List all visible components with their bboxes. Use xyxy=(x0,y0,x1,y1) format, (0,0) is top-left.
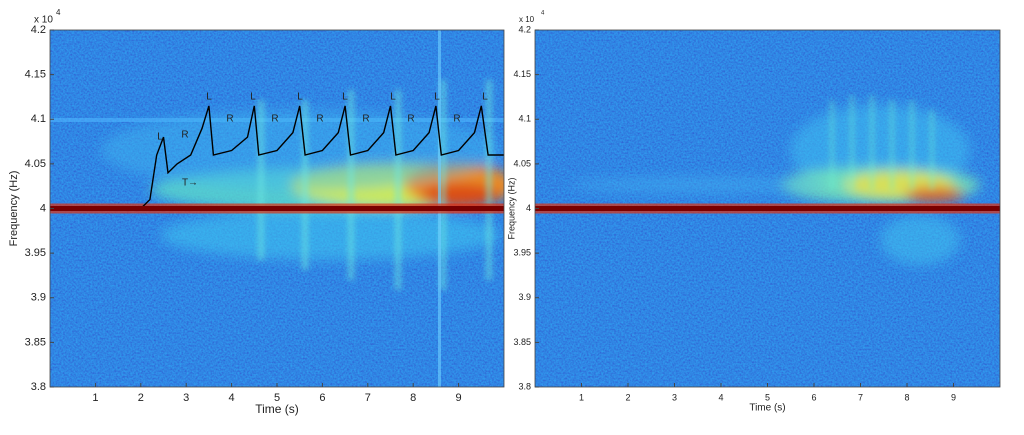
annotation: R xyxy=(362,114,369,125)
x-axis-label: Time (s) xyxy=(255,402,299,416)
annotation: L xyxy=(482,92,488,103)
annotation: R xyxy=(407,114,414,125)
y-tick-label: 4.1 xyxy=(31,113,46,125)
x-axis-label: Time (s) xyxy=(749,403,785,414)
x-tick-label: 5 xyxy=(274,392,280,404)
y-exponent-base: x 10 xyxy=(34,15,53,26)
y-tick-label: 4.05 xyxy=(25,158,46,170)
x-tick-label: 4 xyxy=(229,392,235,404)
x-tick-label: 6 xyxy=(319,392,325,404)
y-tick-label: 4.15 xyxy=(513,69,531,79)
y-tick-label: 3.8 xyxy=(31,381,46,393)
annotation: R xyxy=(226,114,233,125)
y-tick-label: 3.95 xyxy=(25,247,46,259)
y-exponent-base: x 10 xyxy=(519,15,535,24)
x-tick-label: 2 xyxy=(138,392,144,404)
y-exponent: 4 xyxy=(541,11,545,17)
x-tick-label: 3 xyxy=(672,392,677,402)
annotation: L xyxy=(206,92,212,103)
y-tick-label: 4 xyxy=(526,203,531,213)
y-tick-label: 4.2 xyxy=(31,24,46,36)
y-tick-label: 3.85 xyxy=(25,336,46,348)
x-tick-label: 7 xyxy=(858,392,863,402)
x-tick-label: 3 xyxy=(183,392,189,404)
y-tick-label: 3.9 xyxy=(518,292,531,302)
annotation: L xyxy=(390,92,396,103)
x-tick-label: 1 xyxy=(579,392,584,402)
y-tick-label: 4.1 xyxy=(518,114,531,124)
x-tick-label: 4 xyxy=(718,392,723,402)
x-tick-label: 7 xyxy=(365,392,371,404)
annotation: L xyxy=(434,92,440,103)
annotation: R xyxy=(316,114,323,125)
x-tick-label: 8 xyxy=(904,392,909,402)
annotation: R xyxy=(181,130,188,141)
y-axis-label: Frequency (Hz) xyxy=(8,171,20,247)
y-axis-label: Frequency (Hz) xyxy=(506,177,516,239)
annotation: L xyxy=(250,92,256,103)
annotation: R xyxy=(271,114,278,125)
y-tick-label: 4.05 xyxy=(513,158,531,168)
x-tick-label: 5 xyxy=(765,392,770,402)
y-tick-label: 4 xyxy=(40,202,46,214)
y-tick-label: 3.8 xyxy=(518,381,531,391)
annotation: L xyxy=(342,92,348,103)
x-tick-label: 2 xyxy=(625,392,630,402)
x-tick-label: 8 xyxy=(410,392,416,404)
y-tick-label: 4.15 xyxy=(25,69,46,81)
x-tick-label: 6 xyxy=(811,392,816,402)
y-tick-label: 3.9 xyxy=(31,292,46,304)
x-tick-label: 9 xyxy=(456,392,462,404)
annotation: L xyxy=(157,132,163,143)
trace-line xyxy=(140,105,504,210)
y-exponent: 4 xyxy=(56,8,61,17)
annotation: T→ xyxy=(182,178,198,189)
y-tick-label: 4.2 xyxy=(518,24,531,34)
annotation: L xyxy=(297,92,303,103)
x-tick-label: 1 xyxy=(92,392,98,404)
y-tick-label: 3.85 xyxy=(513,337,531,347)
annotation: R xyxy=(453,114,460,125)
y-tick-label: 3.95 xyxy=(513,248,531,258)
x-tick-label: 9 xyxy=(951,392,956,402)
